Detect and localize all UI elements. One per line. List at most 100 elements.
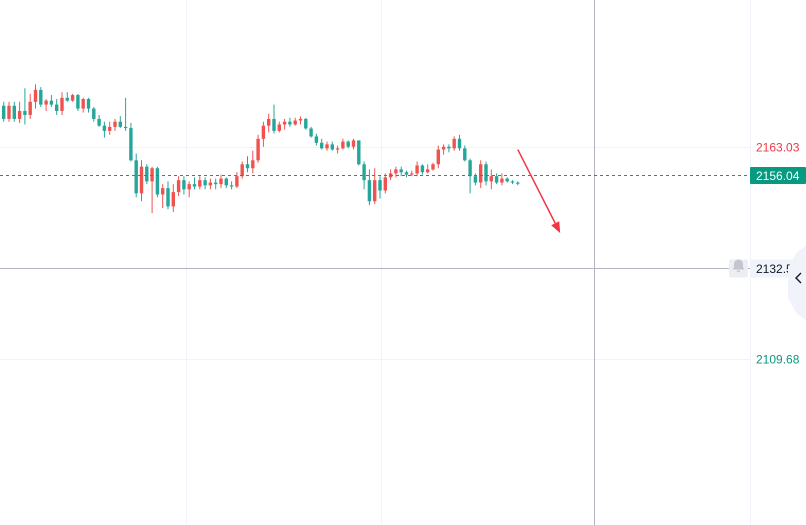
candle-body <box>44 100 48 105</box>
candle <box>484 161 488 186</box>
candle-body <box>60 97 64 111</box>
candle-body <box>214 182 218 185</box>
candle <box>489 169 493 190</box>
candle-body <box>251 160 255 169</box>
candle <box>182 176 186 195</box>
candle-body <box>452 138 456 149</box>
candle <box>23 88 27 125</box>
candle <box>293 117 297 126</box>
candle <box>479 160 483 189</box>
candle <box>235 172 239 189</box>
chevron-left-icon <box>795 272 802 284</box>
candle <box>420 164 425 175</box>
candle <box>261 121 266 147</box>
candle <box>17 101 22 123</box>
bell-icon[interactable] <box>729 259 748 278</box>
candle <box>192 177 197 190</box>
candle-body <box>505 178 509 182</box>
candle-body <box>494 176 499 183</box>
candle <box>431 162 435 171</box>
candle <box>245 156 250 173</box>
candle-body <box>367 180 372 202</box>
candle <box>441 144 446 155</box>
candle-body <box>267 118 271 126</box>
candle-body <box>76 95 80 109</box>
candle <box>55 99 59 115</box>
candle <box>309 126 313 138</box>
candle <box>415 161 419 177</box>
candle-body <box>399 169 403 173</box>
candle-body <box>49 100 54 105</box>
candle <box>134 153 138 198</box>
candle-body <box>161 188 165 195</box>
candle-body <box>198 180 202 187</box>
candle <box>272 104 276 134</box>
candle-body <box>500 178 504 183</box>
candle <box>150 166 154 214</box>
candle-body <box>155 168 160 195</box>
candle <box>65 92 69 102</box>
candle-body <box>70 95 75 101</box>
candle-body <box>304 118 308 129</box>
candle-body <box>261 125 266 139</box>
candle <box>187 181 191 198</box>
candle-body <box>203 180 207 186</box>
candle-body <box>415 165 419 174</box>
candle-body <box>123 126 128 129</box>
candle <box>383 173 387 194</box>
candle <box>330 141 334 151</box>
candle <box>49 95 54 107</box>
candle-body <box>404 172 409 175</box>
candle <box>341 138 345 150</box>
candle <box>102 121 107 138</box>
candle <box>394 166 398 178</box>
candle-body <box>272 118 276 131</box>
candle-body <box>394 169 398 174</box>
candle <box>219 174 223 189</box>
candle <box>171 184 175 212</box>
collapse-panel-tab[interactable] <box>788 246 806 320</box>
candle <box>256 134 260 163</box>
candle-body <box>65 97 69 101</box>
candle <box>288 117 292 127</box>
candle-body <box>182 180 186 190</box>
candle-body <box>441 146 446 150</box>
candle <box>410 170 414 177</box>
candle <box>60 92 64 115</box>
candle <box>155 166 160 198</box>
candle <box>123 97 128 131</box>
candle <box>28 93 32 119</box>
candle-body <box>134 160 138 194</box>
candle-body <box>145 166 149 182</box>
candle <box>463 145 467 162</box>
candle-body <box>81 99 85 109</box>
candle-body <box>240 164 244 177</box>
candle-body <box>208 182 213 186</box>
candle <box>516 181 520 186</box>
candle <box>214 178 218 190</box>
candle-body <box>39 89 43 105</box>
current-price-tag: 2156.04 <box>750 167 806 184</box>
candle-body <box>55 104 59 111</box>
candle <box>447 144 451 153</box>
candle <box>367 169 372 206</box>
candle <box>92 106 96 122</box>
candle-body <box>362 164 366 181</box>
candle-body <box>192 184 197 187</box>
candle-body <box>12 105 16 119</box>
candle-body <box>473 176 478 183</box>
candle <box>325 141 329 151</box>
candle <box>404 170 409 178</box>
candle <box>399 166 403 177</box>
candle <box>86 97 91 113</box>
candle-body <box>219 178 223 185</box>
candle-body <box>479 164 483 183</box>
candle-body <box>176 180 181 193</box>
candle-body <box>28 101 32 115</box>
candle-body <box>23 110 27 115</box>
candle <box>298 116 303 125</box>
annotation-arrow[interactable] <box>517 149 561 234</box>
candles-layer <box>2 84 520 214</box>
candle <box>357 140 361 166</box>
